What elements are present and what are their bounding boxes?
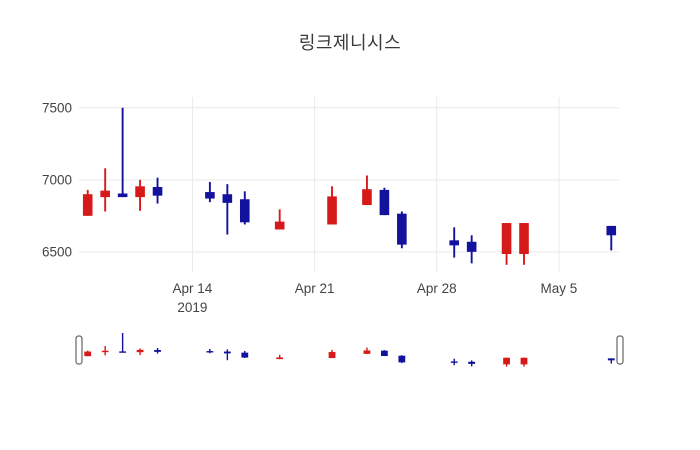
candle-body bbox=[223, 351, 231, 354]
y-tick-label: 6500 bbox=[42, 244, 72, 259]
rangeslider[interactable] bbox=[75, 329, 624, 371]
candle-2019-04-26 bbox=[398, 355, 406, 364]
candle-body bbox=[450, 361, 458, 363]
candle-2019-04-29 bbox=[450, 358, 458, 366]
x-tick-label: May 5 bbox=[541, 281, 578, 296]
candle-2019-04-10 bbox=[119, 333, 127, 353]
candle-body bbox=[152, 187, 163, 196]
candle-2019-04-12 bbox=[154, 347, 161, 354]
candle-body bbox=[363, 350, 371, 354]
candle-2019-04-24 bbox=[363, 347, 371, 354]
candle-2019-04-22 bbox=[328, 349, 336, 359]
candle-2019-04-10[interactable] bbox=[117, 107, 128, 198]
candle-2019-04-22[interactable] bbox=[327, 186, 337, 225]
candle-body bbox=[119, 351, 127, 353]
candle-2019-04-08[interactable] bbox=[82, 189, 93, 216]
candle-body bbox=[328, 352, 336, 359]
candle-2019-04-09 bbox=[101, 345, 109, 356]
rangeslider-left-handle[interactable] bbox=[75, 335, 83, 365]
candle-2019-04-17 bbox=[241, 350, 249, 359]
candle-body bbox=[362, 189, 372, 206]
candle-2019-04-16 bbox=[223, 349, 231, 361]
candle-2019-04-25[interactable] bbox=[379, 187, 390, 216]
gridlines-layer bbox=[79, 97, 620, 272]
candle-body bbox=[239, 199, 250, 223]
x-tick-label: Apr 14 bbox=[173, 281, 213, 296]
candle-body bbox=[520, 357, 528, 365]
candle-body bbox=[381, 350, 388, 357]
candle-2019-04-24[interactable] bbox=[362, 175, 372, 206]
candle-2019-04-29[interactable] bbox=[449, 227, 460, 258]
candle-2019-04-16[interactable] bbox=[222, 184, 233, 235]
main-plot-area[interactable] bbox=[79, 97, 620, 272]
candle-body bbox=[327, 196, 337, 225]
candle-2019-04-30[interactable] bbox=[466, 235, 477, 264]
candle-2019-04-12[interactable] bbox=[152, 177, 163, 204]
candle-body bbox=[206, 351, 214, 353]
candle-body bbox=[117, 193, 128, 198]
candle-body bbox=[606, 225, 617, 236]
y-tick-label: 7000 bbox=[42, 172, 72, 187]
candle-body bbox=[607, 358, 615, 361]
candle-2019-04-11[interactable] bbox=[135, 179, 145, 211]
candle-2019-04-30 bbox=[468, 360, 476, 367]
candle-body bbox=[466, 241, 477, 252]
candle-body bbox=[135, 186, 145, 198]
candle-body bbox=[398, 355, 406, 363]
candle-2019-04-17[interactable] bbox=[239, 191, 250, 225]
candle-body bbox=[519, 223, 529, 254]
candle-body bbox=[82, 194, 93, 216]
chart-title: 링크제니시스 bbox=[298, 33, 402, 53]
candle-2019-04-25 bbox=[381, 350, 388, 357]
candle-body bbox=[274, 221, 285, 230]
y-axis-tick-labels: 7500 7000 6500 bbox=[42, 100, 72, 259]
candle-body bbox=[154, 350, 161, 352]
candle-body bbox=[449, 240, 460, 246]
candle-2019-05-02[interactable] bbox=[501, 223, 512, 265]
candle-body bbox=[397, 213, 407, 245]
y-tick-label: 7500 bbox=[42, 100, 72, 115]
candle-2019-04-19 bbox=[276, 354, 284, 360]
candle-2019-04-09[interactable] bbox=[100, 168, 110, 212]
candle-2019-04-15[interactable] bbox=[205, 181, 215, 203]
candle-body bbox=[241, 352, 249, 358]
candle-2019-04-11 bbox=[136, 348, 144, 356]
candle-body bbox=[136, 349, 144, 353]
candle-2019-04-15 bbox=[206, 348, 214, 354]
candle-body bbox=[468, 361, 476, 364]
candle-body bbox=[503, 357, 510, 365]
candle-2019-04-26[interactable] bbox=[397, 211, 407, 249]
candle-body bbox=[501, 223, 512, 254]
candle-2019-05-08[interactable] bbox=[606, 225, 617, 251]
candle-body bbox=[222, 194, 233, 203]
candle-body bbox=[276, 357, 284, 360]
main-plot-candles bbox=[82, 107, 617, 265]
candle-2019-05-03[interactable] bbox=[519, 223, 529, 265]
x-tick-label: Apr 21 bbox=[295, 281, 335, 296]
candle-body bbox=[205, 192, 215, 199]
x-axis-tick-labels: Apr 14 2019 Apr 21 Apr 28 May 5 bbox=[173, 281, 578, 315]
candle-body bbox=[101, 350, 109, 353]
candle-2019-05-02 bbox=[503, 357, 510, 367]
candle-body bbox=[100, 190, 110, 198]
candle-body bbox=[379, 189, 390, 216]
candle-2019-04-19[interactable] bbox=[274, 209, 285, 230]
x-tick-sublabel: 2019 bbox=[177, 300, 207, 315]
candle-body bbox=[84, 351, 92, 357]
candle-2019-04-08 bbox=[84, 350, 92, 357]
candle-2019-05-08 bbox=[607, 358, 615, 364]
rangeslider-right-handle[interactable] bbox=[616, 335, 624, 365]
x-tick-label: Apr 28 bbox=[417, 281, 457, 296]
candle-2019-05-03 bbox=[520, 357, 528, 367]
